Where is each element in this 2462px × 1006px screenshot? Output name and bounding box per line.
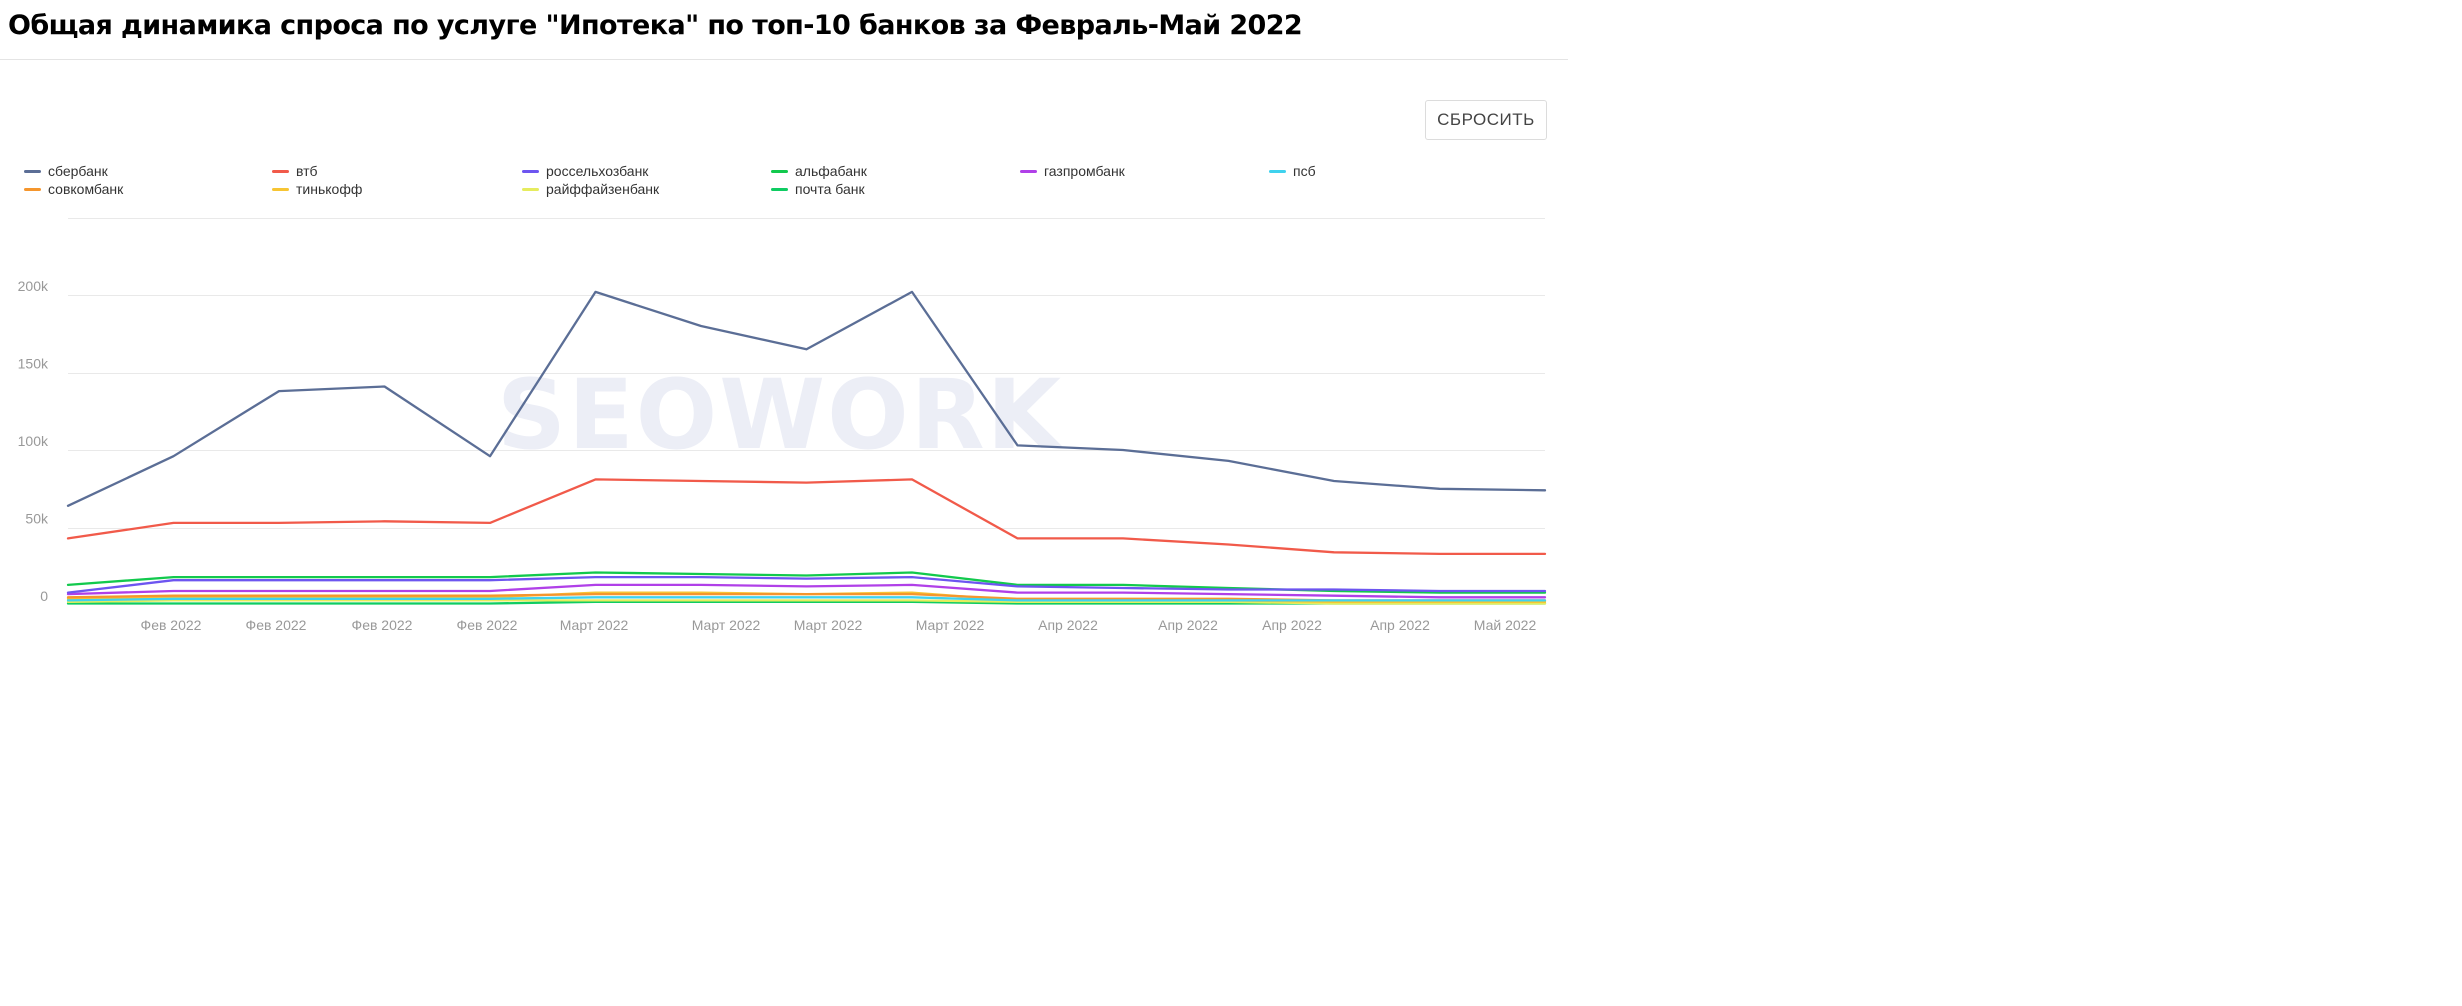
x-tick-label: Апр 2022 xyxy=(1262,617,1322,633)
legend-item-почта-банк[interactable]: почта банк xyxy=(771,181,865,197)
legend-item-альфабанк[interactable]: альфабанк xyxy=(771,163,867,179)
legend-swatch xyxy=(272,187,289,191)
y-tick-label: 200k xyxy=(18,278,49,294)
x-axis-labels: Фев 2022 Фев 2022 Фев 2022 Фев 2022 Март 202… xyxy=(141,617,1537,633)
series-line-втб[interactable] xyxy=(66,478,1547,556)
legend-swatch xyxy=(771,169,788,173)
reset-button[interactable]: СБРОСИТЬ xyxy=(1425,100,1547,140)
x-tick-label: Апр 2022 xyxy=(1158,617,1218,633)
legend-item-россельхозбанк[interactable]: россельхозбанк xyxy=(522,163,648,179)
legend-item-газпромбанк[interactable]: газпромбанк xyxy=(1020,163,1125,179)
x-tick-label: Фев 2022 xyxy=(457,617,518,633)
legend-label: тинькофф xyxy=(296,181,363,197)
legend-label: почта банк xyxy=(795,181,865,197)
legend-item-втб[interactable]: втб xyxy=(272,163,318,179)
x-tick-label: Апр 2022 xyxy=(1038,617,1098,633)
chart-legend: сбербанк втб россельхозбанк альфабанк газпро… xyxy=(0,0,1568,200)
title-divider xyxy=(0,59,1568,60)
series-line-райффайзенбанк[interactable] xyxy=(66,599,1547,605)
x-tick-label: Май 2022 xyxy=(1474,617,1537,633)
page-title: Общая динамика спроса по услуге "Ипотека… xyxy=(8,10,1303,41)
legend-item-совкомбанк[interactable]: совкомбанк xyxy=(24,181,123,197)
legend-swatch xyxy=(24,169,41,173)
legend-swatch xyxy=(771,187,788,191)
y-tick-label: 100k xyxy=(18,433,49,449)
legend-item-сбербанк[interactable]: сбербанк xyxy=(24,163,108,179)
legend-swatch xyxy=(1269,169,1286,173)
legend-item-райффайзенбанк[interactable]: райффайзенбанк xyxy=(522,181,659,197)
x-tick-label: Март 2022 xyxy=(560,617,629,633)
legend-label: россельхозбанк xyxy=(546,163,649,179)
series-line-псб[interactable] xyxy=(66,596,1547,602)
series-line-россельхозбанк[interactable] xyxy=(66,575,1547,594)
y-tick-label: 150k xyxy=(18,356,49,372)
legend-swatch xyxy=(24,187,41,191)
x-tick-label: Март 2022 xyxy=(916,617,985,633)
x-tick-label: Март 2022 xyxy=(794,617,863,633)
legend-label: совкомбанк xyxy=(48,181,124,197)
y-tick-label: 50k xyxy=(25,511,49,527)
legend-swatch xyxy=(272,169,289,173)
legend-swatch xyxy=(1020,169,1037,173)
y-axis-labels: 0 50k 100k 150k 200k xyxy=(18,278,49,604)
legend-label: сбербанк xyxy=(48,163,108,179)
legend-swatch xyxy=(522,169,539,173)
legend-label: альфабанк xyxy=(795,163,867,179)
series-lines xyxy=(66,290,1547,605)
watermark-text: SEOWORK xyxy=(497,359,1065,471)
x-tick-label: Апр 2022 xyxy=(1370,617,1430,633)
x-tick-label: Фев 2022 xyxy=(352,617,413,633)
legend-label: псб xyxy=(1293,163,1316,179)
legend-label: райффайзенбанк xyxy=(546,181,660,197)
legend-label: втб xyxy=(296,163,318,179)
x-tick-label: Фев 2022 xyxy=(246,617,307,633)
series-line-газпромбанк[interactable] xyxy=(66,583,1547,599)
grid-layer xyxy=(68,218,1545,529)
legend-label: газпромбанк xyxy=(1044,163,1125,179)
legend-item-тинькофф[interactable]: тинькофф xyxy=(272,181,362,197)
y-tick-label: 0 xyxy=(40,588,48,604)
legend-swatch xyxy=(522,187,539,191)
x-tick-label: Фев 2022 xyxy=(141,617,202,633)
x-tick-label: Март 2022 xyxy=(692,617,761,633)
series-line-сбербанк[interactable] xyxy=(66,290,1547,507)
legend-item-псб[interactable]: псб xyxy=(1269,163,1316,179)
